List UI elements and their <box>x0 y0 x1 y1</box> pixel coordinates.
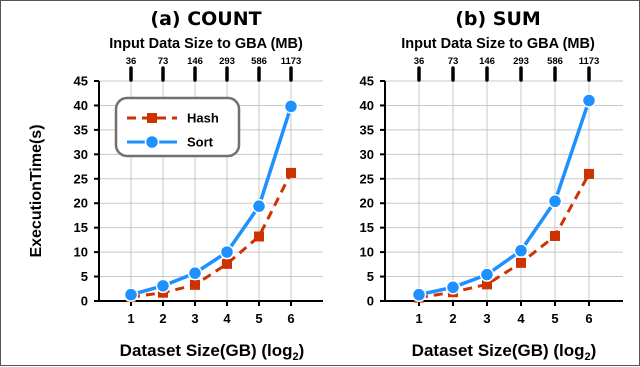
top-tick-label: 293 <box>513 56 529 67</box>
legend-marker-hash <box>147 113 157 123</box>
x-axis-label-subscript: 2 <box>293 351 299 363</box>
y-axis-label: ExecutionTime(s) <box>28 124 45 257</box>
x-tick-label: 2 <box>159 311 166 326</box>
data-point-sort <box>547 194 563 209</box>
x-axis-label-subscript: 2 <box>585 351 591 363</box>
y-tick-label: 10 <box>360 245 374 260</box>
data-point-hash <box>222 258 232 269</box>
panel-title: (b) SUM <box>455 8 541 30</box>
legend-marker-sort <box>144 134 160 150</box>
data-point-sort <box>283 99 299 114</box>
top-tick-label: 146 <box>187 56 203 67</box>
series-line-hash <box>130 172 293 299</box>
y-tick-label: 0 <box>81 294 88 309</box>
y-tick-label: 25 <box>360 171 374 186</box>
data-point-hash <box>190 279 200 290</box>
data-point-sort <box>123 287 139 302</box>
y-tick-label: 20 <box>360 196 374 211</box>
x-tick-label: 3 <box>191 311 198 326</box>
y-tick-label: 10 <box>74 245 88 260</box>
x-tick-label: 5 <box>551 311 558 326</box>
data-point-sort <box>251 198 267 214</box>
top-tick-label: 36 <box>126 56 137 67</box>
top-tick-label: 36 <box>414 56 425 67</box>
x-tick-label: 6 <box>585 311 592 326</box>
y-tick-label: 20 <box>74 196 88 211</box>
x-axis-label-main: Dataset Size(GB) (log <box>412 341 585 360</box>
series-line-hash <box>418 173 591 300</box>
data-point-sort <box>411 287 427 302</box>
data-point-sort <box>445 280 461 295</box>
y-tick-label: 45 <box>74 74 88 89</box>
x-tick-label: 3 <box>483 311 490 326</box>
data-point-hash <box>550 230 560 241</box>
y-tick-label: 25 <box>74 171 88 186</box>
data-point-sort <box>513 243 529 258</box>
data-point-sort <box>479 267 495 282</box>
top-tick-label: 73 <box>448 56 459 67</box>
x-axis-label: Dataset Size(GB) (log2) <box>412 341 597 363</box>
y-tick-label: 5 <box>81 269 88 284</box>
legend-label-sort: Sort <box>187 135 214 150</box>
y-tick-label: 40 <box>360 98 374 113</box>
legend-label-hash: Hash <box>187 111 219 126</box>
top-tick-label: 586 <box>547 56 563 67</box>
data-point-hash <box>482 279 492 290</box>
y-tick-label: 40 <box>74 98 88 113</box>
x-tick-label: 6 <box>287 311 294 326</box>
data-point-hash <box>286 167 296 178</box>
x-axis-label-close: ) <box>299 341 305 360</box>
y-tick-label: 30 <box>74 147 88 162</box>
x-axis-label-main: Dataset Size(GB) (log <box>120 341 293 360</box>
x-tick-label: 4 <box>517 311 525 326</box>
x-tick-label: 1 <box>415 311 422 326</box>
y-tick-label: 15 <box>360 220 374 235</box>
data-point-hash <box>584 168 594 179</box>
data-point-sort <box>219 244 235 260</box>
x-tick-label: 5 <box>255 311 262 326</box>
x-axis-label: Dataset Size(GB) (log2) <box>120 341 305 363</box>
top-tick-label: 1173 <box>281 56 302 67</box>
panel-title: (a) COUNT <box>150 8 261 30</box>
x-axis-label-close: ) <box>591 341 597 360</box>
top-tick-label: 293 <box>219 56 235 67</box>
data-point-hash <box>254 231 264 242</box>
y-tick-label: 45 <box>360 74 374 89</box>
data-point-sort <box>581 93 597 108</box>
top-tick-label: 1173 <box>579 56 600 67</box>
top-tick-label: 586 <box>251 56 267 67</box>
y-tick-label: 0 <box>367 294 374 309</box>
x-tick-label: 2 <box>449 311 456 326</box>
x-tick-label: 1 <box>127 311 134 326</box>
data-point-hash <box>516 257 526 268</box>
y-tick-label: 35 <box>360 122 374 137</box>
top-axis-label: Input Data Size to GBA (MB) <box>401 36 595 52</box>
data-point-sort <box>155 278 171 294</box>
y-tick-label: 30 <box>360 147 374 162</box>
data-point-sort <box>187 265 203 281</box>
y-tick-label: 5 <box>367 269 374 284</box>
top-axis-label: Input Data Size to GBA (MB) <box>109 36 303 52</box>
y-tick-label: 35 <box>74 122 88 137</box>
x-tick-label: 4 <box>223 311 231 326</box>
top-tick-label: 146 <box>479 56 495 67</box>
top-tick-label: 73 <box>158 56 169 67</box>
y-tick-label: 15 <box>74 220 88 235</box>
legend-box <box>114 96 241 158</box>
